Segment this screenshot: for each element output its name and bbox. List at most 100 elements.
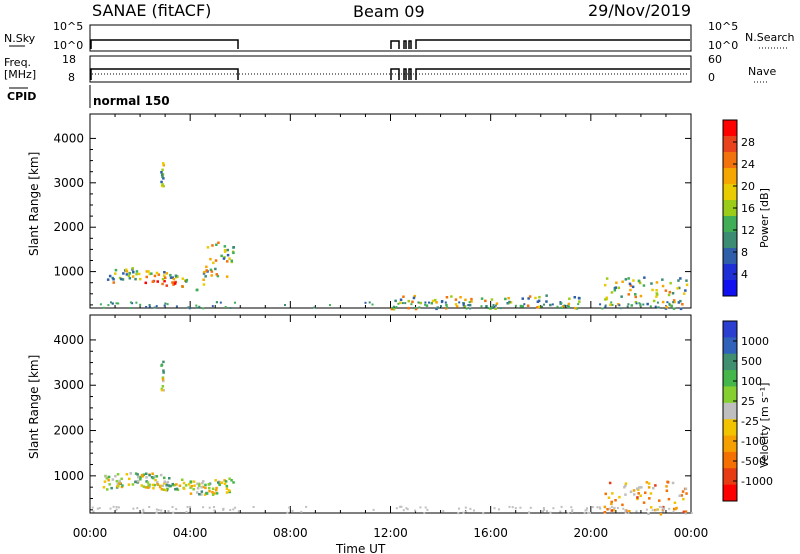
echo-cell [629,284,633,287]
colorbar-swatch [723,435,737,453]
ground-scatter-cell [110,301,112,304]
echo-cell [203,493,207,496]
ground-scatter-cell [549,511,552,514]
ground-scatter-cell [215,301,218,304]
echo-cell [197,484,201,487]
echo-cell [494,307,497,310]
echo-cell [171,281,174,284]
echo-cell [399,298,403,301]
ground-scatter-cell [635,510,638,513]
echo-cell [673,300,676,304]
echo-cell [161,183,164,186]
echo-cell [155,271,159,275]
y-tick-label: 1000 [53,469,84,483]
colorbar-tick-label: 28 [741,136,755,149]
echo-cell [165,284,168,287]
ground-scatter-cell [543,508,546,511]
echo-cell [209,257,212,261]
ground-scatter-cell [148,506,151,508]
ground-scatter-cell [426,508,429,511]
y-tick-label: 1000 [53,265,84,279]
colorbar-tick-label: 100 [741,375,762,388]
date-label: 29/Nov/2019 [588,1,691,20]
ground-scatter-cell [305,505,308,508]
echo-cell [411,300,414,304]
echo-cell [232,251,235,255]
echo-cell [661,300,665,304]
ground-scatter-cell [589,512,592,514]
ground-scatter-cell [288,506,291,509]
echo-cell [151,472,154,475]
echo-cell [654,484,657,487]
ground-scatter-cell [213,506,215,508]
echo-cell [162,389,165,392]
echo-cell [160,364,163,367]
echo-cell [656,293,659,296]
ground-scatter-cell [608,507,611,510]
echo-cell [651,288,654,292]
colorbar-swatch [723,248,737,265]
echo-cell [617,303,620,306]
colorbar-swatch [723,216,737,233]
echo-cell [454,303,458,306]
echo-cell [232,481,235,484]
colorbars: 28 24 20 16 12 8 4 1000 500 100 25 -25 -100 -500 -1000 [722,119,773,502]
nsky-left-tick-bottom: 10^0 [53,39,83,52]
echo-cell [470,297,473,301]
echo-cell [160,388,164,392]
echo-cell [652,487,655,490]
ground-scatter-cell [155,508,158,511]
echo-cell [118,479,121,483]
echo-cell [425,304,429,307]
echo-cell [490,298,494,301]
echo-cell [673,507,676,511]
ground-scatter-cell [560,302,563,305]
power-panel: 4000 3000 2000 1000 Slant Range [km] [27,113,692,311]
ground-scatter-cell [542,510,544,513]
ground-scatter-cell [464,506,467,509]
ground-scatter-cell [662,507,665,510]
ground-scatter-cell [300,510,303,513]
ground-scatter-cell [552,507,555,510]
ground-scatter-cell [604,304,607,307]
ground-scatter-cell [649,305,652,308]
power-colorbar: 28 24 20 16 12 8 4 [722,119,755,297]
echo-cell [412,296,416,300]
echo-cell [434,298,437,302]
nave-tick-top: 60 [708,53,722,66]
echo-cell [200,486,203,489]
y-axis-label: Slant Range [km] [27,355,41,459]
ground-scatter-cell [372,508,375,511]
echo-cell [654,508,657,512]
echo-cell [205,265,208,269]
echo-cell [134,277,137,281]
echo-cell [145,476,148,479]
ground-scatter-cell [234,506,237,509]
ground-scatter-cell [417,301,420,304]
echo-cell [624,493,627,496]
echo-cell [192,480,196,483]
echo-cell [160,488,164,491]
vel-colorbar: 1000 500 100 25 -25 -100 -500 -1000 [722,320,773,502]
ground-scatter-cell [546,510,548,513]
ground-scatter-cell [286,511,289,514]
echo-cell [205,492,209,495]
echo-cell [468,303,472,307]
echo-cell [455,305,459,308]
ground-scatter-cell [414,509,416,512]
echo-cell [605,296,608,299]
ground-scatter-cell [368,301,371,304]
vel-panel: 4000 3000 2000 1000 Slant Range [km] [27,314,693,516]
cpid-panel: CPID normal 150 [7,85,170,108]
echo-cell [659,513,663,516]
echo-cell [189,486,192,489]
ground-scatter-cell [145,306,148,308]
cpid-text: normal 150 [93,94,170,108]
ground-scatter-cell [511,506,514,509]
echo-cell [414,307,418,311]
ground-scatter-cell [556,305,559,308]
ground-scatter-cell [424,301,427,304]
echo-cell [574,306,577,310]
ground-scatter-cell [418,306,421,309]
echo-cell [171,482,175,486]
